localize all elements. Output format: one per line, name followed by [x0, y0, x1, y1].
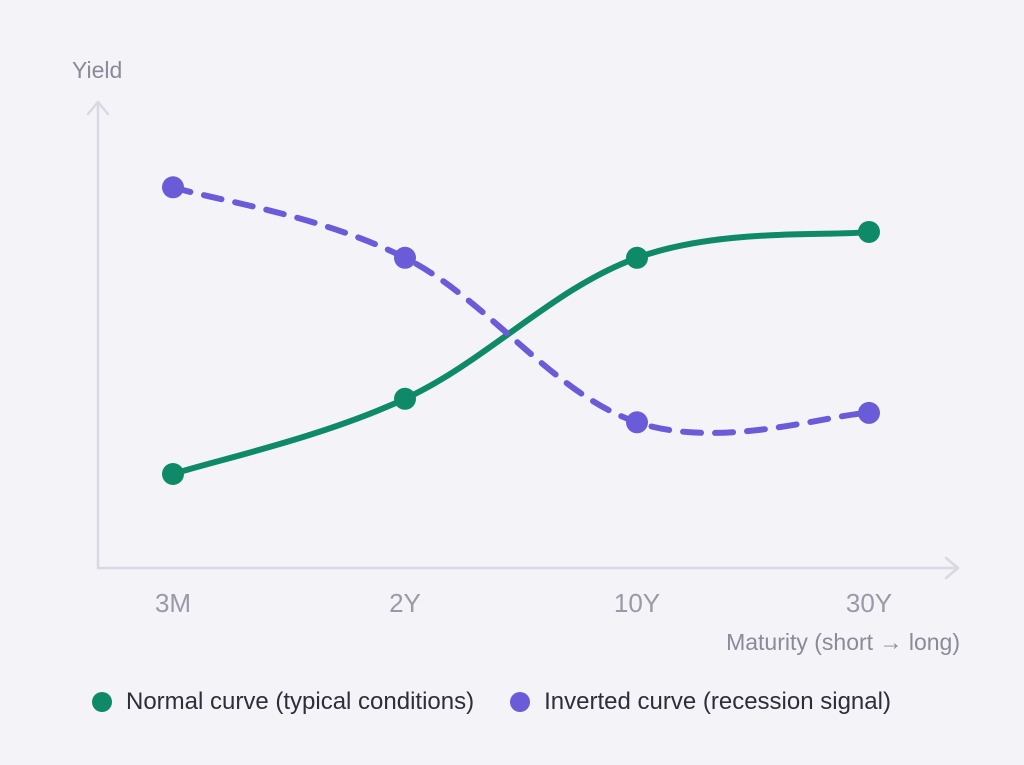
x-axis-label: Maturity (short → long)	[726, 629, 960, 655]
legend-marker-inverted	[510, 692, 531, 712]
point-normal-10y	[626, 246, 648, 269]
x-tick-label-3m: 3M	[155, 588, 191, 618]
series-normal	[162, 220, 880, 485]
y-axis-label: Yield	[72, 57, 122, 83]
legend: Normal curve (typical conditions) Invert…	[92, 688, 891, 716]
point-normal-30y	[858, 220, 880, 243]
x-tick-label-10y: 10Y	[614, 588, 660, 618]
x-tick-label-2y: 2Y	[389, 588, 421, 618]
legend-marker-normal	[92, 692, 112, 712]
point-inverted-10y	[626, 411, 648, 434]
series-line-inverted	[170, 184, 872, 436]
point-inverted-30y	[858, 401, 880, 424]
series-layer	[162, 176, 880, 485]
legend-item-inverted: Inverted curve (recession signal)	[510, 688, 891, 716]
y-axis-arrow	[86, 100, 110, 116]
legend-item-normal: Normal curve (typical conditions)	[92, 688, 474, 716]
legend-label-inverted: Inverted curve (recession signal)	[544, 688, 891, 715]
point-inverted-3m	[162, 176, 184, 199]
series-inverted	[162, 176, 880, 436]
point-normal-2y	[394, 387, 416, 410]
x-axis-arrow	[944, 556, 960, 580]
legend-label-normal: Normal curve (typical conditions)	[126, 688, 475, 715]
series-line-normal	[170, 228, 872, 477]
axes	[86, 100, 960, 580]
x-tick-labels: 3M 2Y 10Y 30Y	[155, 588, 892, 618]
x-tick-label-30y: 30Y	[846, 588, 892, 618]
point-normal-3m	[162, 463, 184, 485]
point-inverted-2y	[394, 246, 416, 269]
